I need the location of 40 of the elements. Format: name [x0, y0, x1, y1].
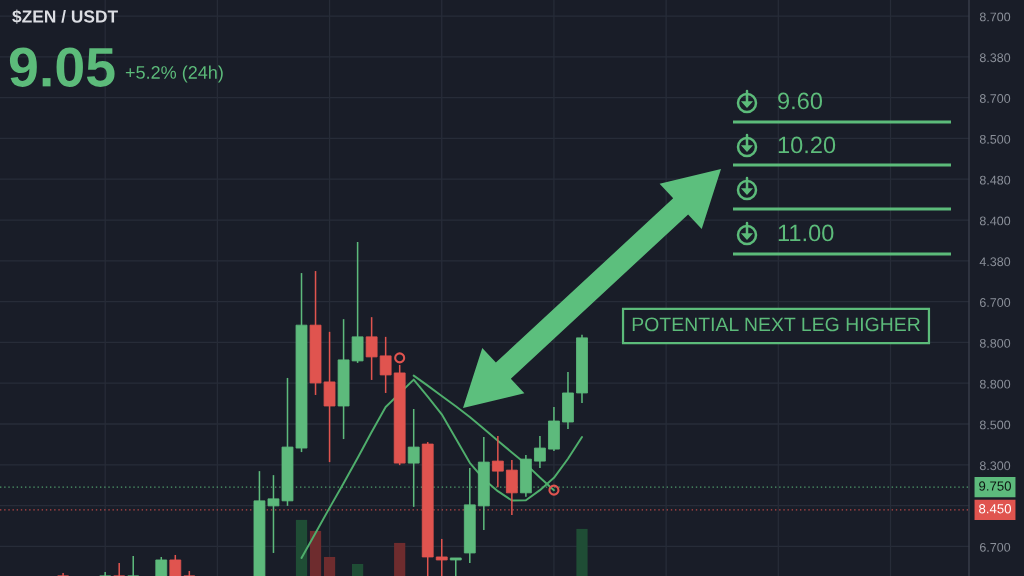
- text: 8.800: [979, 379, 1011, 389]
- text: 10.20: [778, 136, 836, 154]
- text: 8.500: [979, 420, 1011, 430]
- bar: [295, 519, 308, 576]
- text: 8.450: [979, 504, 1011, 514]
- candlestick: [379, 336, 392, 394]
- text: 4.380: [979, 257, 1011, 267]
- candlestick: [113, 562, 126, 576]
- candlestick: [534, 435, 546, 469]
- text: 8.700: [979, 94, 1011, 103]
- text: POTENTIAL NEXT LEG HIGHER: [632, 317, 920, 332]
- bar: [309, 530, 322, 576]
- text: 9.750: [979, 481, 1011, 491]
- candlestick: [57, 572, 69, 576]
- text: 9.60: [778, 92, 823, 110]
- text: 8.480: [979, 175, 1011, 185]
- candlestick: [127, 555, 140, 576]
- text: 8.300: [979, 461, 1011, 471]
- bar: [394, 542, 406, 576]
- text: 8.400: [979, 216, 1011, 226]
- bar: [352, 563, 364, 576]
- text: 6.700: [980, 298, 1011, 307]
- text: 6.700: [980, 542, 1011, 552]
- candlestick: [99, 571, 112, 576]
- candlestick: [169, 554, 182, 576]
- candlestick: [155, 556, 168, 576]
- candlestick: [435, 538, 448, 576]
- chart-title: $ZEN / USDT: [12, 9, 118, 24]
- text: 8.700: [979, 12, 1011, 22]
- text: 8.800: [979, 338, 1011, 348]
- text: +5.2% (24h): [125, 65, 223, 83]
- bar: [576, 528, 588, 576]
- candlestick: [491, 435, 504, 488]
- text: 8.380: [979, 53, 1011, 63]
- text: 8.500: [979, 134, 1011, 144]
- text: 9.05: [9, 47, 115, 87]
- text: 11.00: [778, 224, 834, 242]
- candlestick: [365, 316, 378, 381]
- candlestick: [449, 557, 462, 576]
- bar: [323, 556, 336, 576]
